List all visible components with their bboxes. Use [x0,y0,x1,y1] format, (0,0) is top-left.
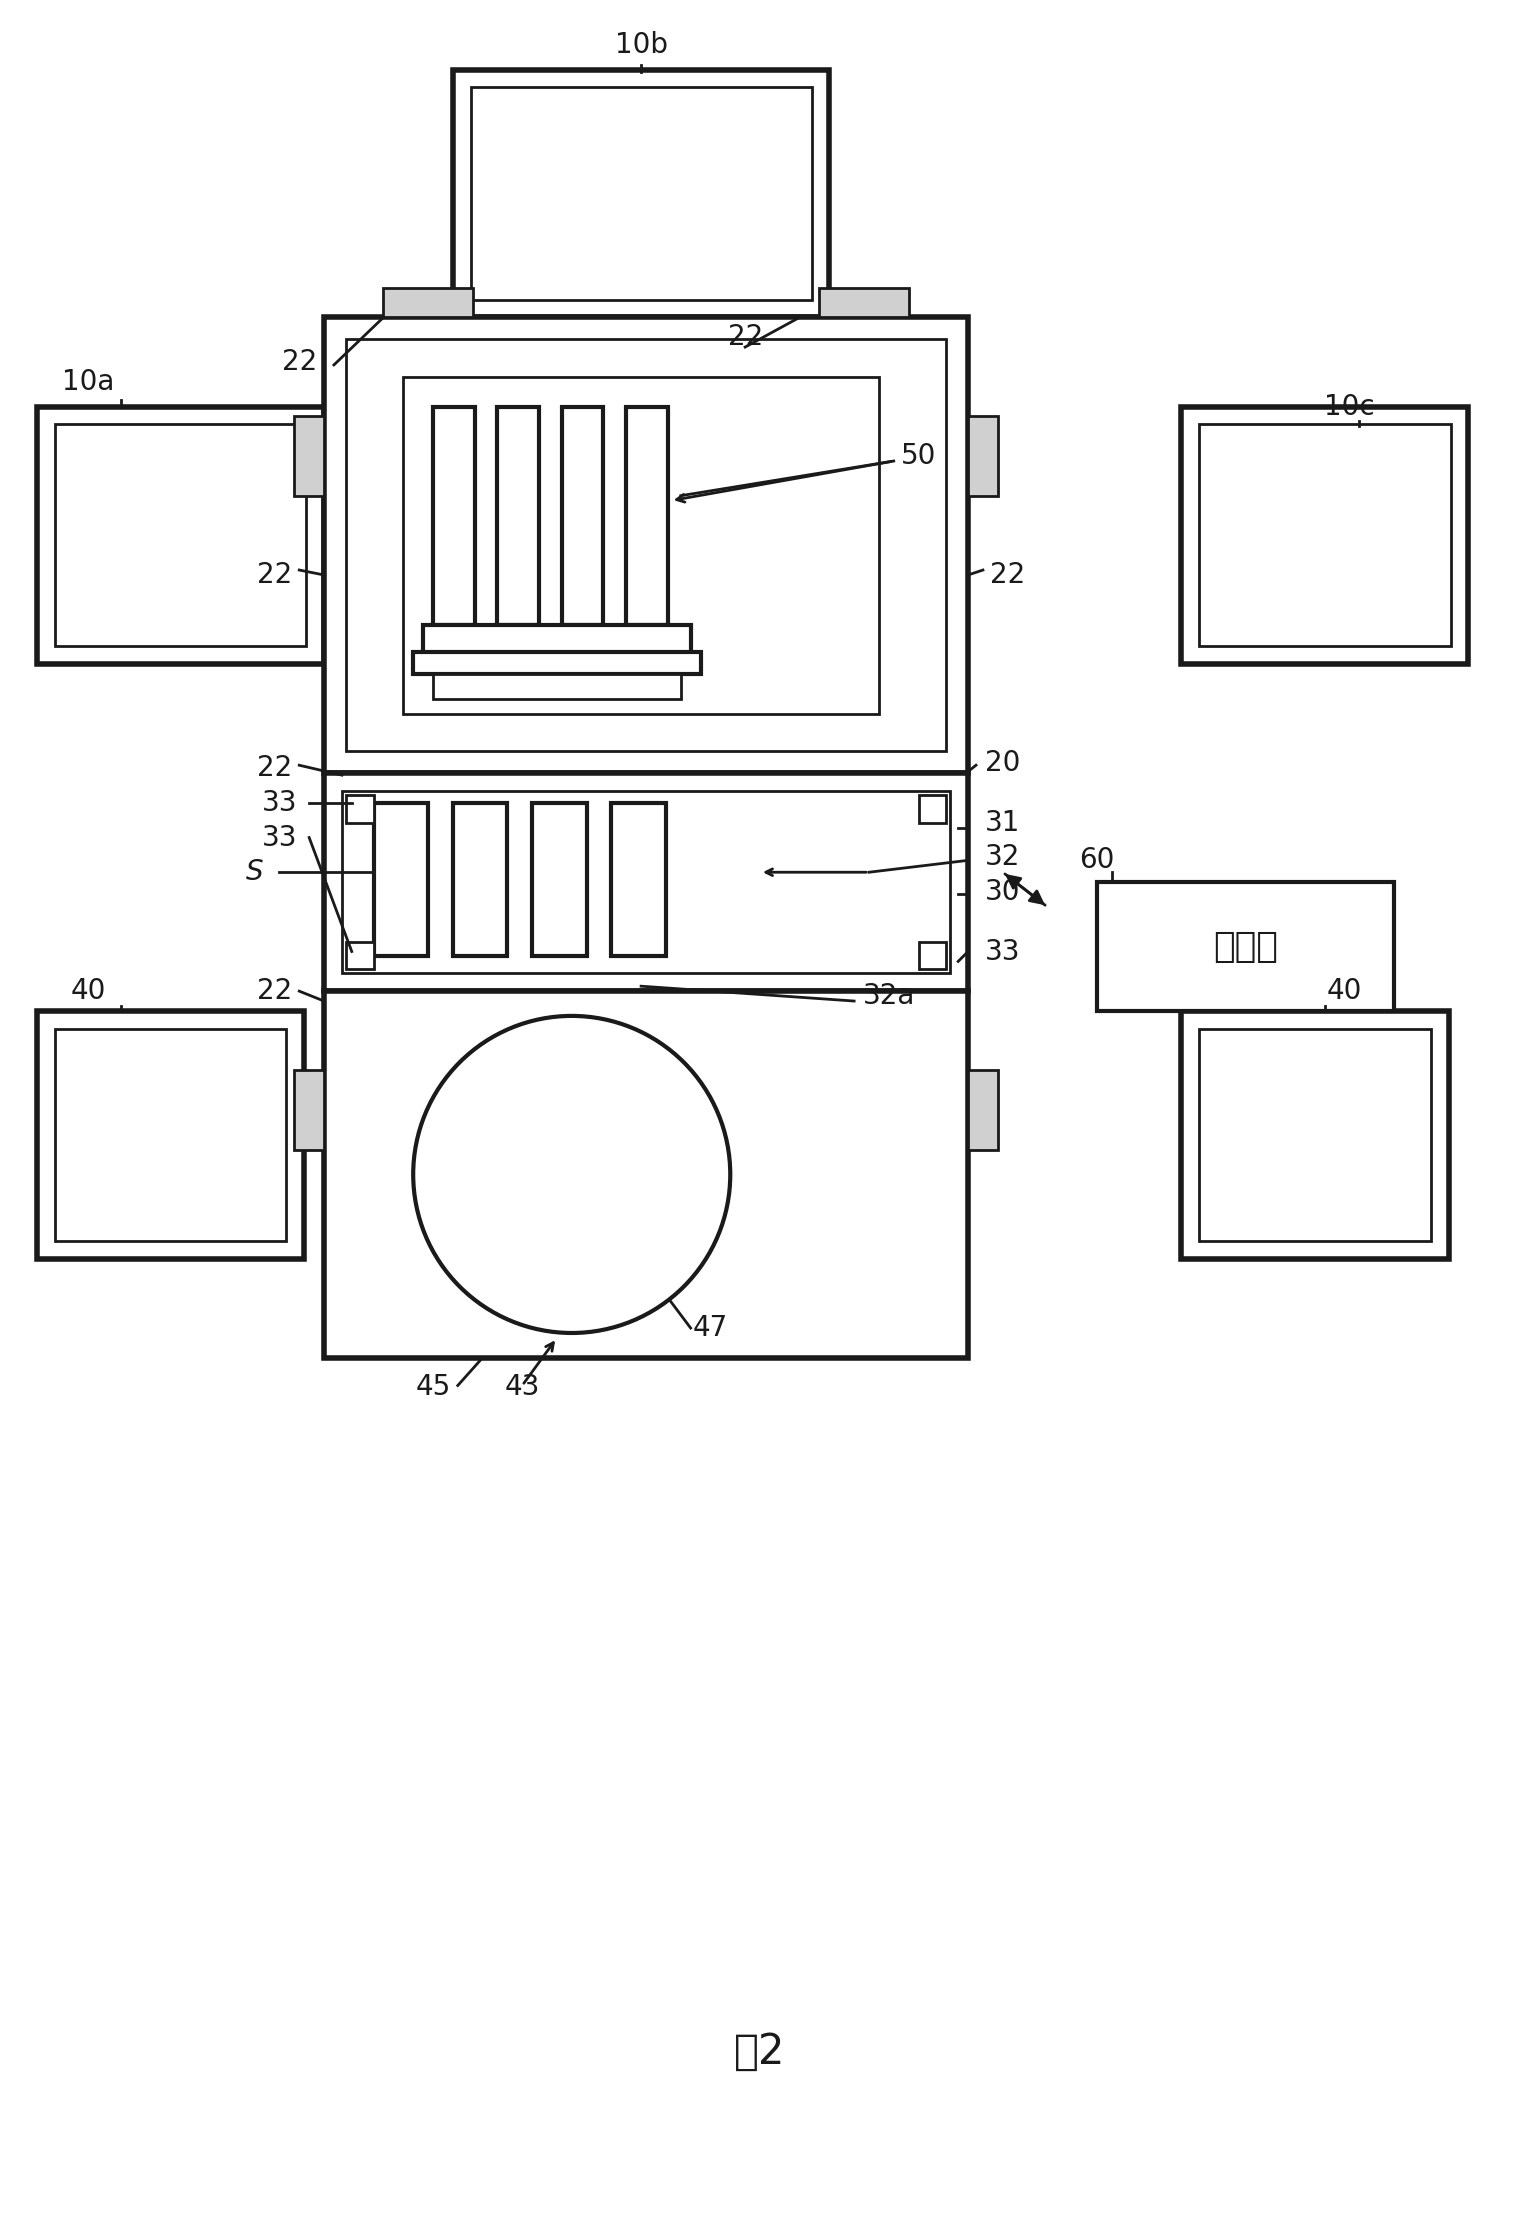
Text: 50: 50 [900,441,937,470]
Bar [404,377,879,713]
Bar [346,942,373,969]
Bar [562,405,604,624]
Bar [918,942,946,969]
Bar [294,417,323,495]
Bar [323,316,968,773]
Text: 47: 47 [692,1315,729,1341]
Bar [1181,405,1468,664]
Text: 40: 40 [70,978,106,1005]
Bar [433,675,680,700]
Bar [384,287,472,316]
Text: 22: 22 [727,323,762,352]
Bar [55,423,307,646]
Text: 10b: 10b [615,31,668,58]
Bar [627,405,668,624]
Text: 33: 33 [261,789,298,818]
Bar [612,802,666,956]
Text: 31: 31 [985,809,1020,838]
Bar [452,69,829,316]
Text: 22: 22 [257,978,291,1005]
Bar [533,802,586,956]
Text: 40: 40 [1327,978,1362,1005]
Bar [968,417,997,495]
Bar [323,773,968,991]
Text: 45: 45 [416,1372,451,1401]
Bar [1199,1029,1431,1241]
Text: 32a: 32a [862,983,915,1009]
Bar [820,287,909,316]
Bar [36,1012,304,1259]
Bar [424,624,691,655]
Bar [413,653,700,675]
Bar [55,1029,287,1241]
Bar [498,405,539,624]
Text: 10c: 10c [1324,392,1374,421]
Bar [471,87,812,299]
Text: S: S [246,858,264,887]
Text: 32: 32 [985,844,1020,871]
Bar [342,791,950,974]
Bar [323,991,968,1357]
Bar [346,795,373,822]
Bar [36,405,323,664]
Bar [1098,882,1394,1012]
Text: 60: 60 [1079,847,1114,873]
Text: 22: 22 [257,755,291,782]
Bar [346,339,946,751]
Circle shape [413,1016,730,1332]
Text: 20: 20 [985,749,1020,778]
Bar [373,802,428,956]
Bar [1199,423,1451,646]
Text: 图2: 图2 [735,2030,786,2072]
Text: 22: 22 [257,561,291,588]
Text: 22: 22 [990,561,1025,588]
Bar [294,1069,323,1150]
Text: 30: 30 [985,878,1020,907]
Text: 33: 33 [261,824,298,851]
Bar [968,1069,997,1150]
Bar [918,795,946,822]
Text: 33: 33 [985,938,1020,965]
Bar [433,405,475,624]
Text: 22: 22 [282,348,317,377]
Text: 10a: 10a [62,368,114,397]
Bar [1181,1012,1448,1259]
Text: 控制部: 控制部 [1213,929,1278,962]
Bar [452,802,507,956]
Text: 43: 43 [504,1372,540,1401]
